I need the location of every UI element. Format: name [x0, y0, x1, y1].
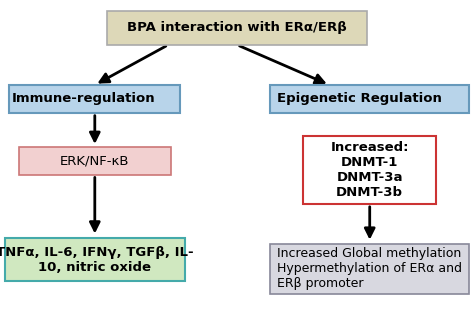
FancyBboxPatch shape — [270, 85, 469, 113]
FancyBboxPatch shape — [107, 11, 367, 45]
Text: Increased Global methylation
Hypermethylation of ERα and
ERβ promoter: Increased Global methylation Hypermethyl… — [277, 247, 462, 290]
FancyBboxPatch shape — [303, 136, 436, 204]
FancyBboxPatch shape — [5, 238, 185, 281]
Text: Epigenetic Regulation: Epigenetic Regulation — [277, 92, 442, 105]
FancyBboxPatch shape — [270, 244, 469, 294]
Text: Immune-regulation: Immune-regulation — [12, 92, 155, 105]
Text: Increased:
DNMT-1
DNMT-3a
DNMT-3b: Increased: DNMT-1 DNMT-3a DNMT-3b — [330, 141, 409, 199]
FancyBboxPatch shape — [9, 85, 180, 113]
Text: ERK/NF-κB: ERK/NF-κB — [60, 154, 129, 167]
Text: TNFα, IL-6, IFNγ, TGFβ, IL-
10, nitric oxide: TNFα, IL-6, IFNγ, TGFβ, IL- 10, nitric o… — [0, 246, 193, 273]
FancyBboxPatch shape — [19, 147, 171, 175]
Text: BPA interaction with ERα/ERβ: BPA interaction with ERα/ERβ — [127, 21, 347, 34]
